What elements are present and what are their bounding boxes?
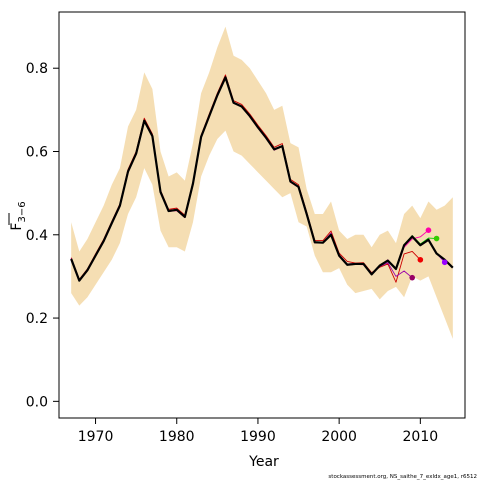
x-tick-label: 1980 (159, 429, 195, 445)
series-lines (70, 74, 454, 283)
y-tick-label: 0.6 (26, 144, 48, 160)
y-tick-label: 0.4 (26, 228, 48, 244)
footer-credit: stockassessment.org, NS_saithe_7_exldx_a… (328, 474, 477, 480)
y-axis-title-subscript: 3−6 (17, 201, 28, 222)
endpoint-marker-2 (425, 227, 432, 233)
endpoint-marker-4 (441, 259, 448, 266)
x-tick-label: 2010 (403, 429, 439, 445)
confidence-band-area (71, 26, 453, 339)
y-tick-label: 0.8 (26, 61, 48, 77)
endpoint-marker-0 (409, 274, 416, 281)
y-axis: 0.0 0.2 0.4 0.6 0.8 (26, 61, 59, 410)
plot-frame (58, 11, 466, 419)
y-tick-label: 0.0 (26, 394, 48, 410)
y-axis-title: F3−6 (8, 201, 28, 231)
endpoint-marker-1 (417, 256, 424, 263)
x-tick-label: 1970 (78, 429, 114, 445)
y-axis-title-main: F (9, 223, 25, 231)
x-tick-label: 2000 (321, 429, 357, 445)
x-axis: 1970 1980 1990 2000 2010 (78, 418, 438, 445)
confidence-band (71, 26, 453, 339)
endpoint-marker-3 (433, 235, 440, 242)
x-tick-label: 1990 (240, 429, 276, 445)
endpoint-markers (409, 227, 448, 281)
y-tick-label: 0.2 (26, 311, 48, 327)
svg-text:F3−6: F3−6 (9, 201, 28, 230)
x-axis-title: Year (248, 454, 279, 470)
series-line-0 (70, 76, 454, 282)
